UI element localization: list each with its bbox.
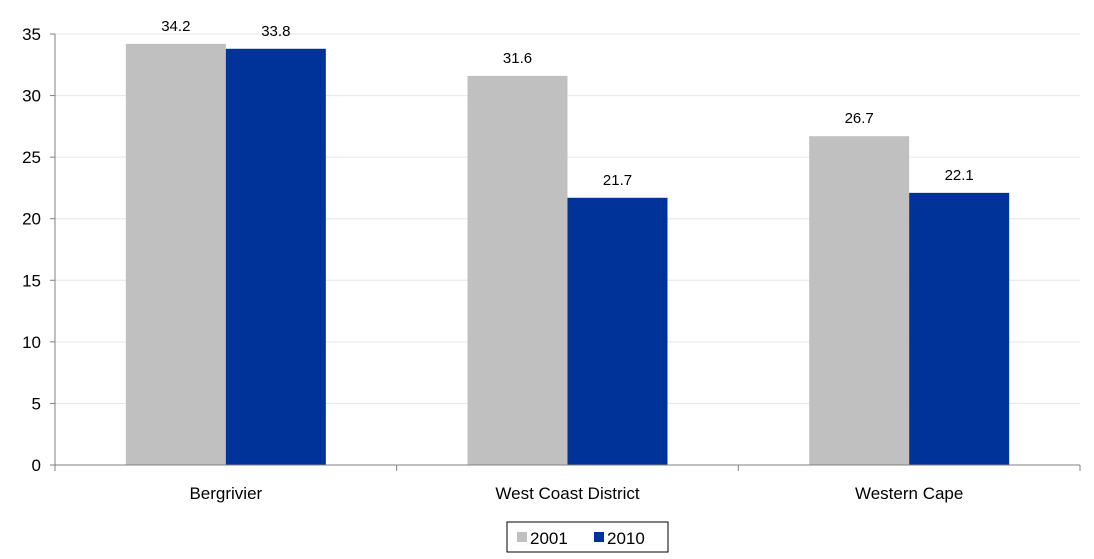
y-tick-label: 25	[22, 148, 41, 167]
y-tick-label: 30	[22, 87, 41, 106]
data-label: 31.6	[503, 50, 532, 67]
data-label: 26.7	[845, 110, 874, 127]
bar-2001	[467, 75, 568, 466]
legend-label-2001: 2001	[530, 529, 568, 548]
bar-2010	[225, 48, 326, 466]
bar-2010	[909, 192, 1010, 465]
bar-2010	[567, 197, 668, 465]
legend-swatch-2001	[517, 532, 527, 542]
data-label: 34.2	[161, 18, 190, 35]
y-tick-label: 0	[32, 456, 41, 475]
y-tick-label: 20	[22, 210, 41, 229]
x-category-label: Western Cape	[855, 484, 963, 503]
y-tick-label: 15	[22, 271, 41, 290]
legend-box	[506, 521, 669, 553]
y-tick-label: 5	[32, 394, 41, 413]
bars	[125, 43, 1010, 466]
data-label: 33.8	[261, 23, 290, 40]
data-label: 22.1	[945, 167, 974, 184]
legend: 2001 2010	[506, 521, 669, 553]
x-category-label: Bergrivier	[189, 484, 262, 503]
x-category-label: West Coast District	[495, 484, 639, 503]
y-tick-label: 10	[22, 333, 41, 352]
bar-2001	[809, 136, 910, 466]
axes: 0 5 10 15 20 25 30 35 Bergrivier West Coast Distr…	[22, 25, 1081, 503]
bar-2001	[125, 43, 226, 465]
legend-swatch-2010	[594, 532, 604, 542]
data-label: 21.7	[603, 172, 632, 189]
y-tick-label: 35	[22, 25, 41, 44]
data-labels: 34.2 33.8 31.6 21.7 26.7 22.1	[161, 18, 974, 189]
legend-label-2010: 2010	[607, 529, 645, 548]
